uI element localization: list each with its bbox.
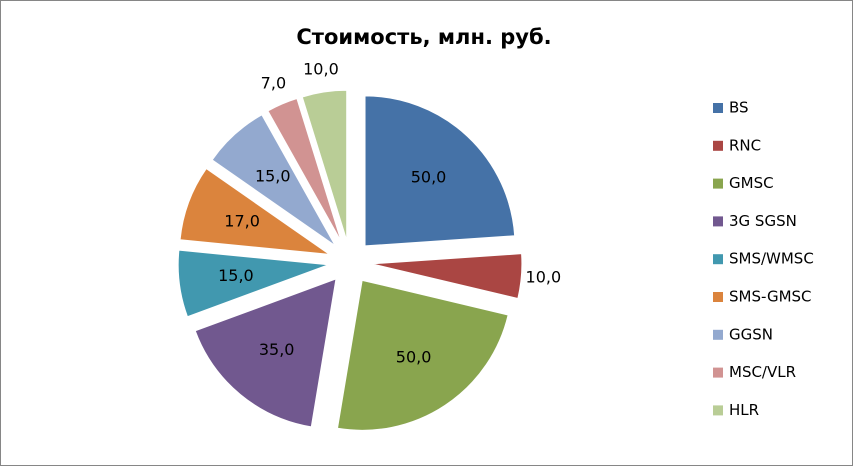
- legend-swatch: [713, 140, 723, 151]
- legend-label: RNC: [729, 136, 761, 154]
- pie-slice: [211, 114, 336, 247]
- data-label: 15,0: [218, 266, 254, 285]
- data-label: 35,0: [259, 340, 295, 359]
- pie-slice: [336, 279, 509, 431]
- legend-swatch: [713, 103, 723, 113]
- data-label: 50,0: [411, 167, 447, 186]
- data-label: 17,0: [224, 212, 260, 231]
- legend-label: GMSC: [729, 174, 774, 192]
- chart-title: Стоимость, млн. руб.: [296, 25, 551, 49]
- legend-swatch: [713, 216, 723, 227]
- data-label: 15,0: [255, 166, 291, 185]
- pie-slice: [301, 89, 348, 241]
- legend-label: HLR: [729, 401, 759, 419]
- legend-swatch: [713, 329, 723, 340]
- pie-slice: [371, 253, 523, 300]
- legend-label: BS: [729, 99, 749, 117]
- legend-label: SMS/WMSC: [729, 250, 814, 268]
- data-label: 10,0: [526, 268, 562, 287]
- pie-slice: [177, 249, 329, 318]
- legend-swatch: [713, 254, 723, 265]
- data-label: 10,0: [303, 60, 339, 79]
- legend-swatch: [713, 405, 723, 416]
- legend-label: GGSN: [729, 325, 773, 343]
- data-label: 7,0: [261, 73, 286, 92]
- pie-slice: [267, 97, 342, 243]
- pie-slice: [364, 95, 516, 247]
- pie-slice: [179, 167, 332, 256]
- legend-swatch: [713, 292, 723, 302]
- legend-swatch: [713, 178, 723, 189]
- legend-label: MSC/VLR: [729, 363, 796, 381]
- data-label: 50,0: [396, 347, 432, 366]
- legend-swatch: [713, 367, 723, 378]
- legend-label: SMS-GMSC: [729, 288, 812, 306]
- pie-slice: [194, 278, 337, 428]
- legend-label: 3G SGSN: [729, 212, 797, 230]
